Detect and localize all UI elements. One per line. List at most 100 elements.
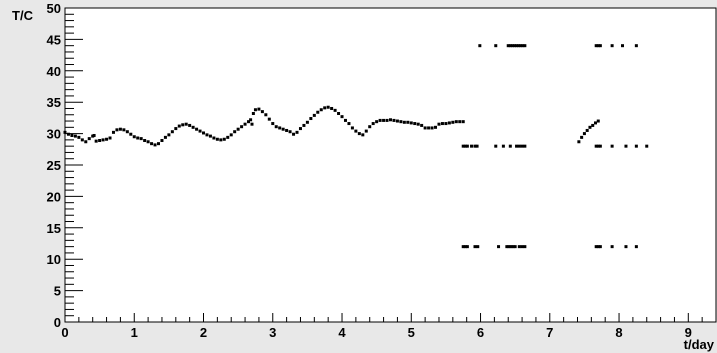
data-point [368,125,372,129]
data-point [392,118,396,122]
data-point [423,126,427,130]
data-point [191,125,195,129]
data-point [478,44,482,48]
data-point [458,120,462,124]
axis-ticks [64,7,717,323]
data-point [519,44,523,48]
data-point [520,144,524,148]
data-point [350,126,354,130]
data-point [295,130,299,134]
data-point [515,144,519,148]
data-point [501,144,505,148]
y-axis-label: T/C [12,8,34,23]
data-point [508,44,512,48]
data-point [395,119,399,123]
data-point [461,120,465,124]
data-point [582,132,586,136]
data-point [621,44,625,48]
data-point [434,125,438,129]
data-point [302,123,306,127]
data-point [260,110,264,114]
data-point [594,144,598,148]
x-tick-label: 3 [269,325,276,340]
data-point [585,128,589,132]
x-tick-label: 1 [131,325,138,340]
data-point [73,134,77,138]
data-point [80,138,84,142]
data-point [288,130,292,134]
data-point [357,132,361,136]
x-tick-label: 2 [200,325,207,340]
y-tick-label: 40 [47,64,61,79]
data-point [101,138,105,142]
data-point [494,144,498,148]
data-point [440,122,444,126]
data-point [610,44,614,48]
data-point [337,112,341,116]
data-point [125,130,129,134]
data-point [512,44,516,48]
data-point [136,136,140,140]
data-point [389,118,392,122]
data-point [593,121,597,125]
data-point [461,144,465,148]
data-point [139,137,143,141]
data-point [598,144,602,148]
data-point [98,139,102,143]
data-point [105,137,109,141]
data-point [413,122,417,126]
data-point [510,44,514,48]
data-point [340,115,344,119]
data-point [588,125,592,129]
data-point [84,140,88,144]
data-point [591,123,595,127]
y-tick-label: 0 [54,315,61,330]
data-point [330,106,334,110]
data-point [160,139,164,143]
data-markers [63,44,649,249]
data-point [253,108,257,112]
data-point [156,142,160,146]
data-point [402,120,406,124]
data-point [598,44,602,48]
data-point [378,118,382,122]
data-point [447,121,451,125]
data-point [150,142,154,146]
data-point [598,245,602,249]
y-tick-label: 15 [47,221,61,236]
data-point [645,144,649,148]
data-point [319,108,323,112]
data-point [596,119,600,123]
data-point [94,139,98,143]
data-point [420,123,424,127]
data-point [188,123,192,127]
data-point [473,245,477,249]
data-point [222,137,226,141]
data-point [523,245,527,249]
data-point [111,130,115,134]
data-point [229,133,233,137]
data-point [212,136,216,140]
data-point [475,144,479,148]
data-point [226,135,230,139]
data-point [326,105,330,109]
data-point [267,117,271,121]
data-point [146,140,150,144]
data-point [465,245,469,249]
plot-area [64,7,717,323]
y-tick-label: 30 [47,127,61,142]
data-point [473,144,477,148]
data-point [634,144,638,148]
x-tick-label: 6 [477,325,484,340]
data-point [66,132,70,136]
data-point [409,121,413,125]
y-tick-label: 35 [47,95,61,110]
data-point [233,130,237,134]
data-point [521,44,525,48]
data-point [250,122,254,126]
data-point [476,245,480,249]
data-point [170,130,174,134]
data-point [240,125,244,129]
data-point [451,120,455,124]
